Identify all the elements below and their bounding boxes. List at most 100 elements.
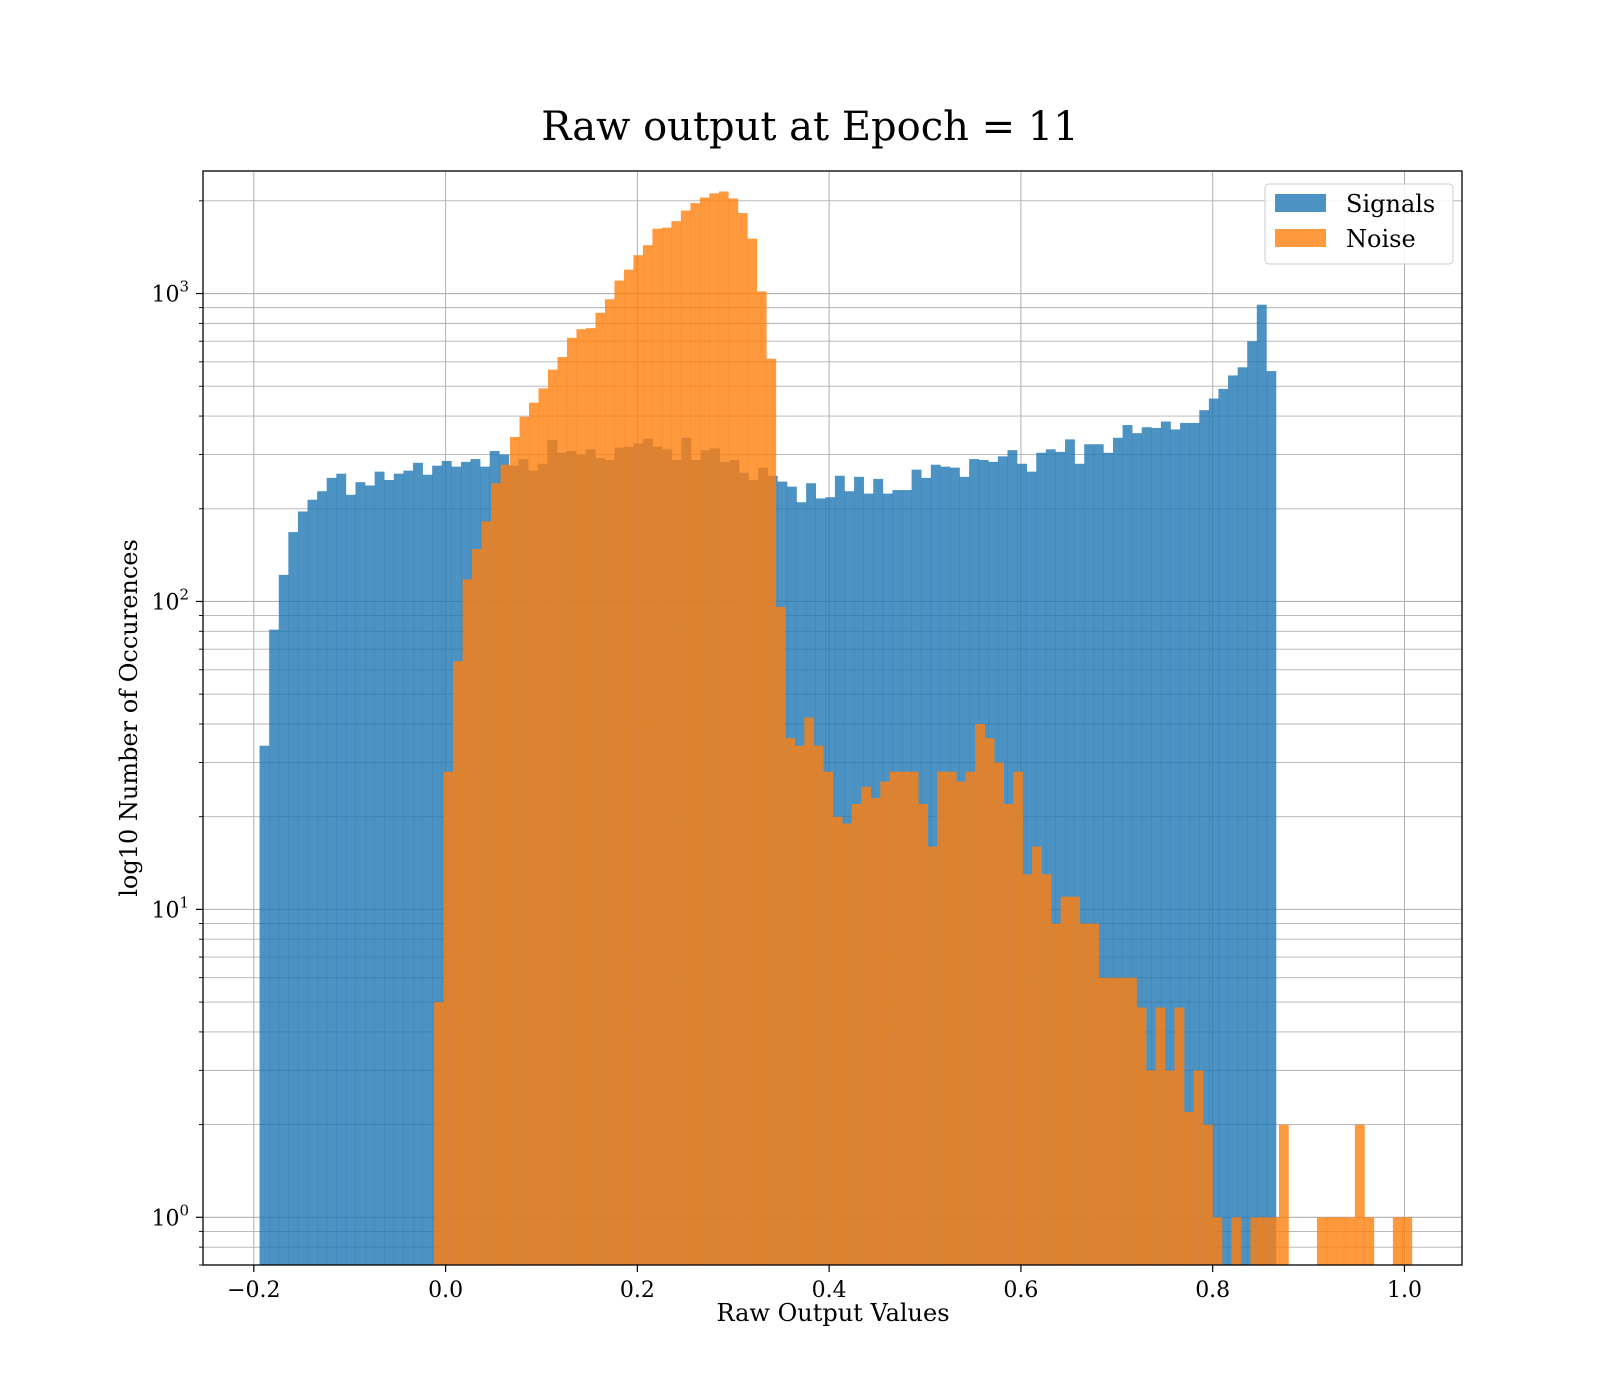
bar-noise-60 (1003, 803, 1014, 1265)
y-tick-label-1: 101 (151, 893, 189, 923)
bar-noise-70 (1098, 977, 1109, 1265)
bar-noise-52 (927, 846, 938, 1265)
bar-noise-20 (623, 269, 634, 1266)
bar-signals-11 (365, 485, 375, 1265)
bar-signals-88 (1103, 452, 1114, 1265)
bar-noise-79 (1184, 1111, 1194, 1265)
bar-noise-71 (1108, 977, 1118, 1265)
y-tick-label-base: 10 (151, 1206, 179, 1231)
bar-signals-90 (1122, 425, 1133, 1265)
bar-noise-81 (1203, 1124, 1213, 1265)
bar-signals-1 (269, 629, 280, 1265)
x-tick-label-4: 0.6 (1003, 1278, 1038, 1303)
bar-noise-8 (510, 437, 520, 1265)
bar-noise-50 (908, 771, 919, 1265)
bar-signals-9 (345, 494, 356, 1265)
bar-signals-83 (1055, 451, 1066, 1265)
bar-noise-48 (889, 771, 900, 1265)
bar-noise-10 (529, 402, 539, 1265)
bar-noise-62 (1022, 874, 1033, 1265)
bar-noise-75 (1146, 1070, 1156, 1265)
bar-noise-35 (766, 358, 777, 1265)
bar-noise-89 (1278, 1124, 1289, 1265)
bar-noise-0 (434, 1002, 444, 1265)
bar-noise-73 (1127, 977, 1137, 1265)
y-tick-label-0: 100 (151, 1201, 189, 1231)
bar-signals-8 (336, 473, 347, 1265)
bar-noise-41 (823, 771, 834, 1265)
bar-signals-98 (1199, 410, 1210, 1265)
bar-noise-36 (775, 606, 786, 1265)
bar-noise-24 (661, 227, 672, 1265)
bar-signals-92 (1141, 427, 1152, 1265)
bar-noise-11 (538, 388, 549, 1265)
histogram-bars (259, 191, 1413, 1266)
bar-noise-15 (576, 329, 587, 1266)
legend: Signals Noise (1264, 183, 1454, 265)
bar-noise-93 (1316, 1217, 1327, 1265)
bar-signals-97 (1189, 422, 1200, 1265)
bar-signals-96 (1180, 422, 1190, 1265)
bar-noise-59 (994, 762, 1004, 1265)
bar-noise-4 (472, 549, 482, 1265)
bar-signals-7 (326, 477, 337, 1265)
bar-signals-16 (412, 462, 423, 1265)
bar-noise-9 (519, 416, 530, 1265)
legend-swatch-noise (1275, 229, 1326, 247)
bar-noise-96 (1345, 1217, 1356, 1265)
x-tick-label-3: 0.4 (812, 1278, 847, 1303)
bar-noise-12 (548, 369, 558, 1265)
bar-noise-80 (1193, 1070, 1204, 1265)
bar-noise-82 (1212, 1217, 1223, 1265)
bar-signals-105 (1266, 371, 1277, 1266)
bar-noise-72 (1117, 977, 1128, 1265)
bar-noise-65 (1051, 923, 1061, 1265)
bar-noise-87 (1259, 1217, 1270, 1265)
bar-signals-84 (1065, 439, 1075, 1265)
bar-noise-31 (728, 198, 739, 1265)
bar-noise-13 (557, 357, 568, 1266)
bar-noise-18 (604, 299, 615, 1265)
bar-signals-93 (1151, 427, 1162, 1265)
bar-noise-27 (690, 203, 701, 1266)
bar-signals-13 (384, 479, 395, 1265)
bar-signals-91 (1132, 433, 1143, 1265)
bar-signals-17 (422, 474, 433, 1265)
bar-signals-103 (1247, 341, 1258, 1265)
bar-noise-1 (443, 771, 454, 1265)
bar-noise-66 (1060, 896, 1071, 1265)
bar-noise-61 (1013, 771, 1023, 1265)
bar-noise-6 (491, 483, 501, 1265)
bar-noise-28 (699, 197, 710, 1265)
bar-noise-53 (937, 771, 948, 1265)
bar-signals-95 (1170, 429, 1181, 1266)
bar-noise-42 (832, 816, 843, 1265)
y-tick-label-base: 10 (151, 898, 179, 923)
bar-noise-95 (1335, 1217, 1346, 1265)
bar-noise-63 (1032, 846, 1042, 1265)
bar-noise-30 (718, 191, 729, 1266)
x-tick-label-6: 1.0 (1387, 1278, 1422, 1303)
x-tick-label-2: 0.2 (620, 1278, 655, 1303)
bar-noise-54 (946, 771, 957, 1265)
bar-noise-14 (566, 337, 577, 1265)
bar-signals-2 (278, 574, 289, 1265)
bar-signals-101 (1228, 375, 1238, 1266)
bar-signals-5 (307, 499, 318, 1266)
y-tick-label-base: 10 (151, 283, 179, 308)
bar-noise-23 (652, 228, 663, 1265)
bar-noise-43 (842, 823, 853, 1265)
bar-noise-102 (1402, 1217, 1413, 1265)
bar-noise-38 (794, 745, 805, 1265)
bar-noise-5 (481, 521, 492, 1265)
bar-noise-32 (737, 213, 748, 1266)
bar-signals-10 (355, 482, 366, 1265)
bar-signals-85 (1074, 463, 1085, 1265)
bar-noise-86 (1250, 1217, 1261, 1265)
y-tick-label-exponent: 1 (179, 893, 189, 911)
bar-noise-26 (680, 210, 691, 1266)
bar-signals-94 (1160, 421, 1171, 1265)
bar-noise-2 (453, 661, 463, 1265)
x-tick-label-5: 0.8 (1195, 1278, 1230, 1303)
